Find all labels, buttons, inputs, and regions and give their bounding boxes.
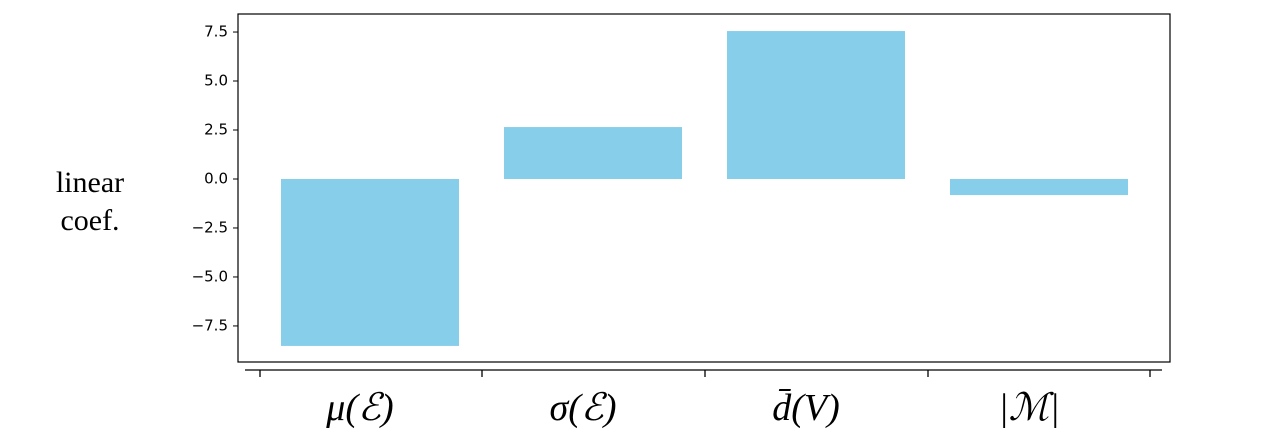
lower-axis — [245, 369, 1162, 377]
x-tick-label: μ(ℰ) — [325, 387, 393, 429]
y-tick-label: 0.0 — [204, 169, 228, 187]
x-tick-label: d̄(V) — [772, 387, 840, 429]
y-tick-label: −7.5 — [192, 316, 228, 334]
x-tick-label: σ(ℰ) — [549, 387, 616, 429]
bar — [950, 178, 1128, 196]
bar — [504, 127, 682, 179]
y-tick-label: −5.0 — [192, 267, 228, 285]
y-tick-label: −2.5 — [192, 218, 228, 236]
y-tick-label: 2.5 — [204, 121, 228, 139]
y-tick-label: 5.0 — [204, 72, 228, 90]
y-tick-label: 7.5 — [204, 23, 228, 41]
y-axis-label: linear coef. — [55, 166, 125, 237]
plot-frame — [237, 13, 1171, 363]
bar — [281, 178, 459, 346]
x-tick-label: |ℳ| — [998, 387, 1060, 429]
bar — [727, 31, 905, 179]
